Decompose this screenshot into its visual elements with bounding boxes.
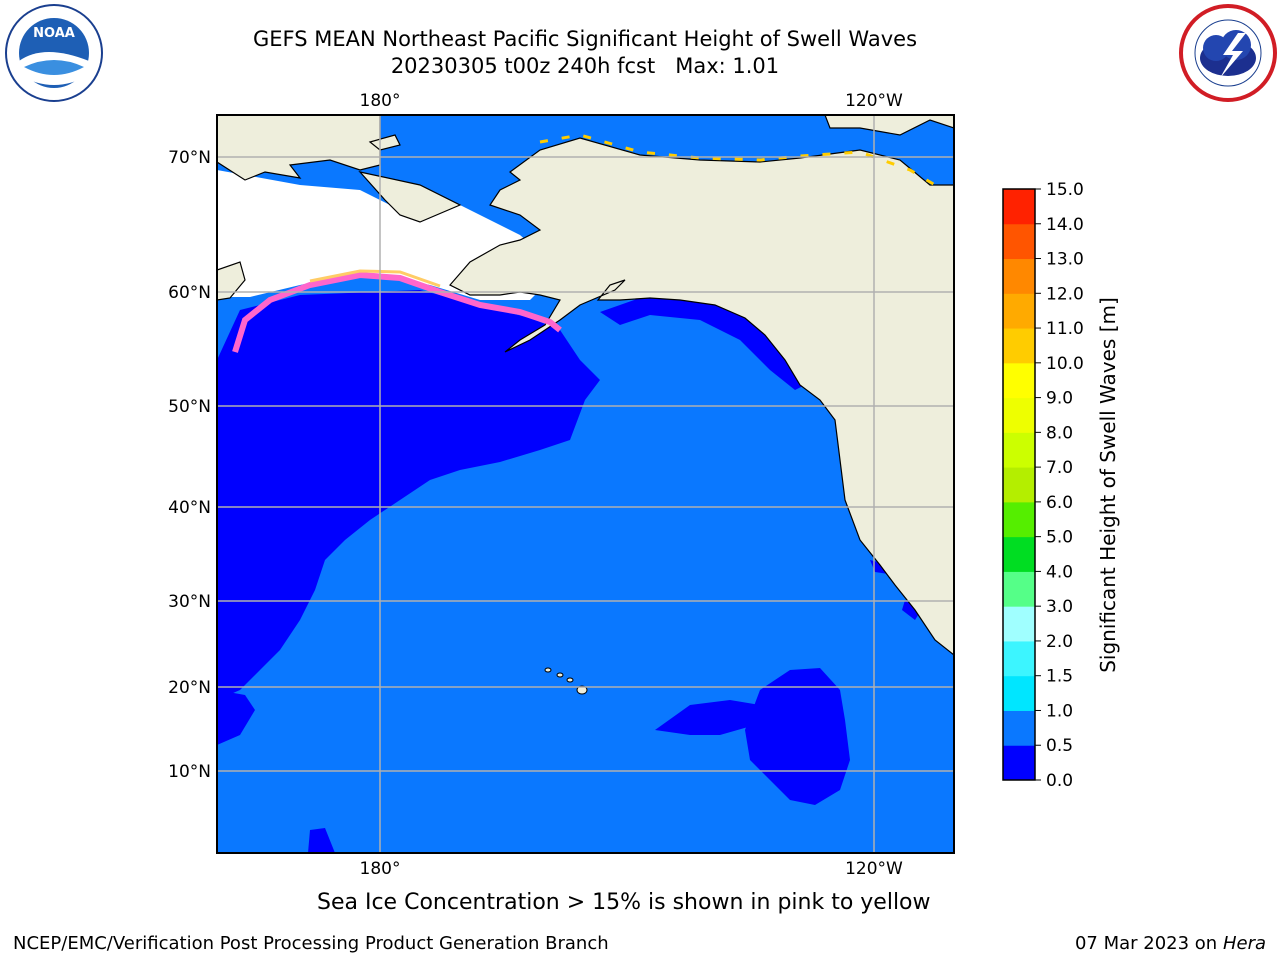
colorbar-tick-label: 0.0 [1046, 771, 1073, 791]
land-chukotka [358, 171, 462, 223]
colorbar-tick-label: 3.0 [1046, 597, 1073, 617]
colorbar-band-9 [1003, 432, 1035, 468]
land-wrangel [368, 134, 401, 151]
colorbar-tick-label: 4.0 [1046, 562, 1073, 582]
colorbar-tick-label: 2.0 [1046, 632, 1073, 652]
noaa-logo: NOAA [5, 4, 103, 102]
colorbar-tick-label: 14.0 [1046, 215, 1084, 235]
colorbar-band-2 [1003, 675, 1035, 711]
map-frame [216, 114, 955, 854]
colorbar-bands [1003, 189, 1035, 781]
colorbar-tick-label: 7.0 [1046, 458, 1073, 478]
colorbar-band-13 [1003, 293, 1035, 329]
colorbar-band-3 [1003, 640, 1035, 677]
colorbar-band-7 [1003, 501, 1035, 538]
land-north-america [449, 137, 954, 656]
lat-label-10n: 10°N [168, 762, 211, 782]
colorbar-tick-label: 15.0 [1046, 180, 1084, 200]
lon-label-bottom-180: 180° [360, 859, 401, 879]
colorbar-tick-label: 8.0 [1046, 423, 1073, 443]
low-swell-region-gulf-of-alaska [600, 297, 805, 390]
colorbar-band-6 [1003, 536, 1035, 572]
land-arctic-islands [824, 115, 954, 136]
land-kamchatka [217, 261, 246, 301]
low-swell-region-west-strip [217, 690, 255, 745]
colorbar-tick-label: 6.0 [1046, 493, 1073, 513]
colorbar-tick-label: 11.0 [1046, 319, 1084, 339]
colorbar-band-4 [1003, 606, 1035, 642]
lon-label-top-180: 180° [360, 91, 401, 111]
colorbar-band-14 [1003, 258, 1035, 294]
colorbar-tick-label: 10.0 [1046, 354, 1084, 374]
sea-ice-edge-arctic [539, 133, 941, 190]
colorbar-band-8 [1003, 467, 1035, 503]
lat-label-30n: 30°N [168, 592, 211, 612]
colorbar-tick-label: 5.0 [1046, 528, 1073, 548]
colorbar-band-1 [1003, 710, 1035, 746]
colorbar-ticks: 0.0 0.5 1.0 1.5 2.0 3.0 4.0 5.0 6.0 7.0 8.0 9.0 10.0… [1035, 180, 1084, 791]
colorbar: 0.0 0.5 1.0 1.5 2.0 3.0 4.0 5.0 6.0 7.0 8.0 9.0 10.0… [1002, 180, 1120, 791]
graticule [217, 115, 954, 853]
lat-label-40n: 40°N [168, 498, 211, 518]
footer-credit: NCEP/EMC/Verification Post Processing Pr… [13, 933, 609, 954]
footer-date: 07 Mar 2023 on Hera [1075, 933, 1266, 954]
colorbar-tick-label: 1.0 [1046, 701, 1073, 721]
colorbar-band-11 [1003, 362, 1035, 399]
footer-date-text: 07 Mar 2023 on [1074, 933, 1218, 954]
map-subtitle: 20230305 t00z 240h fcst Max: 1.01 [390, 54, 780, 78]
sea-ice-edge-bering [232, 271, 562, 353]
sea-ice-caption: Sea Ice Concentration > 15% is shown in … [317, 890, 931, 915]
footer-host: Hera [1222, 933, 1266, 954]
low-swell-region-tropical-arm [655, 700, 760, 735]
nws-logo [1179, 4, 1277, 102]
colorbar-band-12 [1003, 328, 1035, 364]
lat-label-60n: 60°N [168, 283, 211, 303]
hawaii-islands [544, 667, 588, 695]
low-swell-region-baja [870, 560, 920, 620]
map-title: GEFS MEAN Northeast Pacific Significant … [252, 27, 918, 51]
lat-label-70n: 70°N [168, 148, 211, 168]
colorbar-frame [1002, 188, 1036, 781]
colorbar-tick-label: 0.5 [1046, 736, 1073, 756]
lon-label-top-120w: 120°W [845, 91, 903, 111]
colorbar-tick-label: 9.0 [1046, 389, 1073, 409]
low-swell-region-south [308, 828, 335, 853]
colorbar-band-16 [1003, 189, 1035, 225]
colorbar-band-0 [1003, 745, 1035, 781]
colorbar-band-5 [1003, 571, 1035, 607]
colorbar-label: Significant Height of Swell Waves [m] [1096, 297, 1120, 673]
colorbar-tick-label: 12.0 [1046, 284, 1084, 304]
colorbar-band-15 [1003, 223, 1035, 260]
colorbar-tick-label: 13.0 [1046, 250, 1084, 270]
lat-label-20n: 20°N [168, 678, 211, 698]
colorbar-band-10 [1003, 397, 1035, 433]
lon-label-bottom-120w: 120°W [845, 859, 903, 879]
colorbar-tick-label: 1.5 [1046, 667, 1073, 687]
lat-label-50n: 50°N [168, 397, 211, 417]
svg-text:NOAA: NOAA [33, 26, 75, 41]
low-swell-region-northwest [217, 290, 600, 700]
